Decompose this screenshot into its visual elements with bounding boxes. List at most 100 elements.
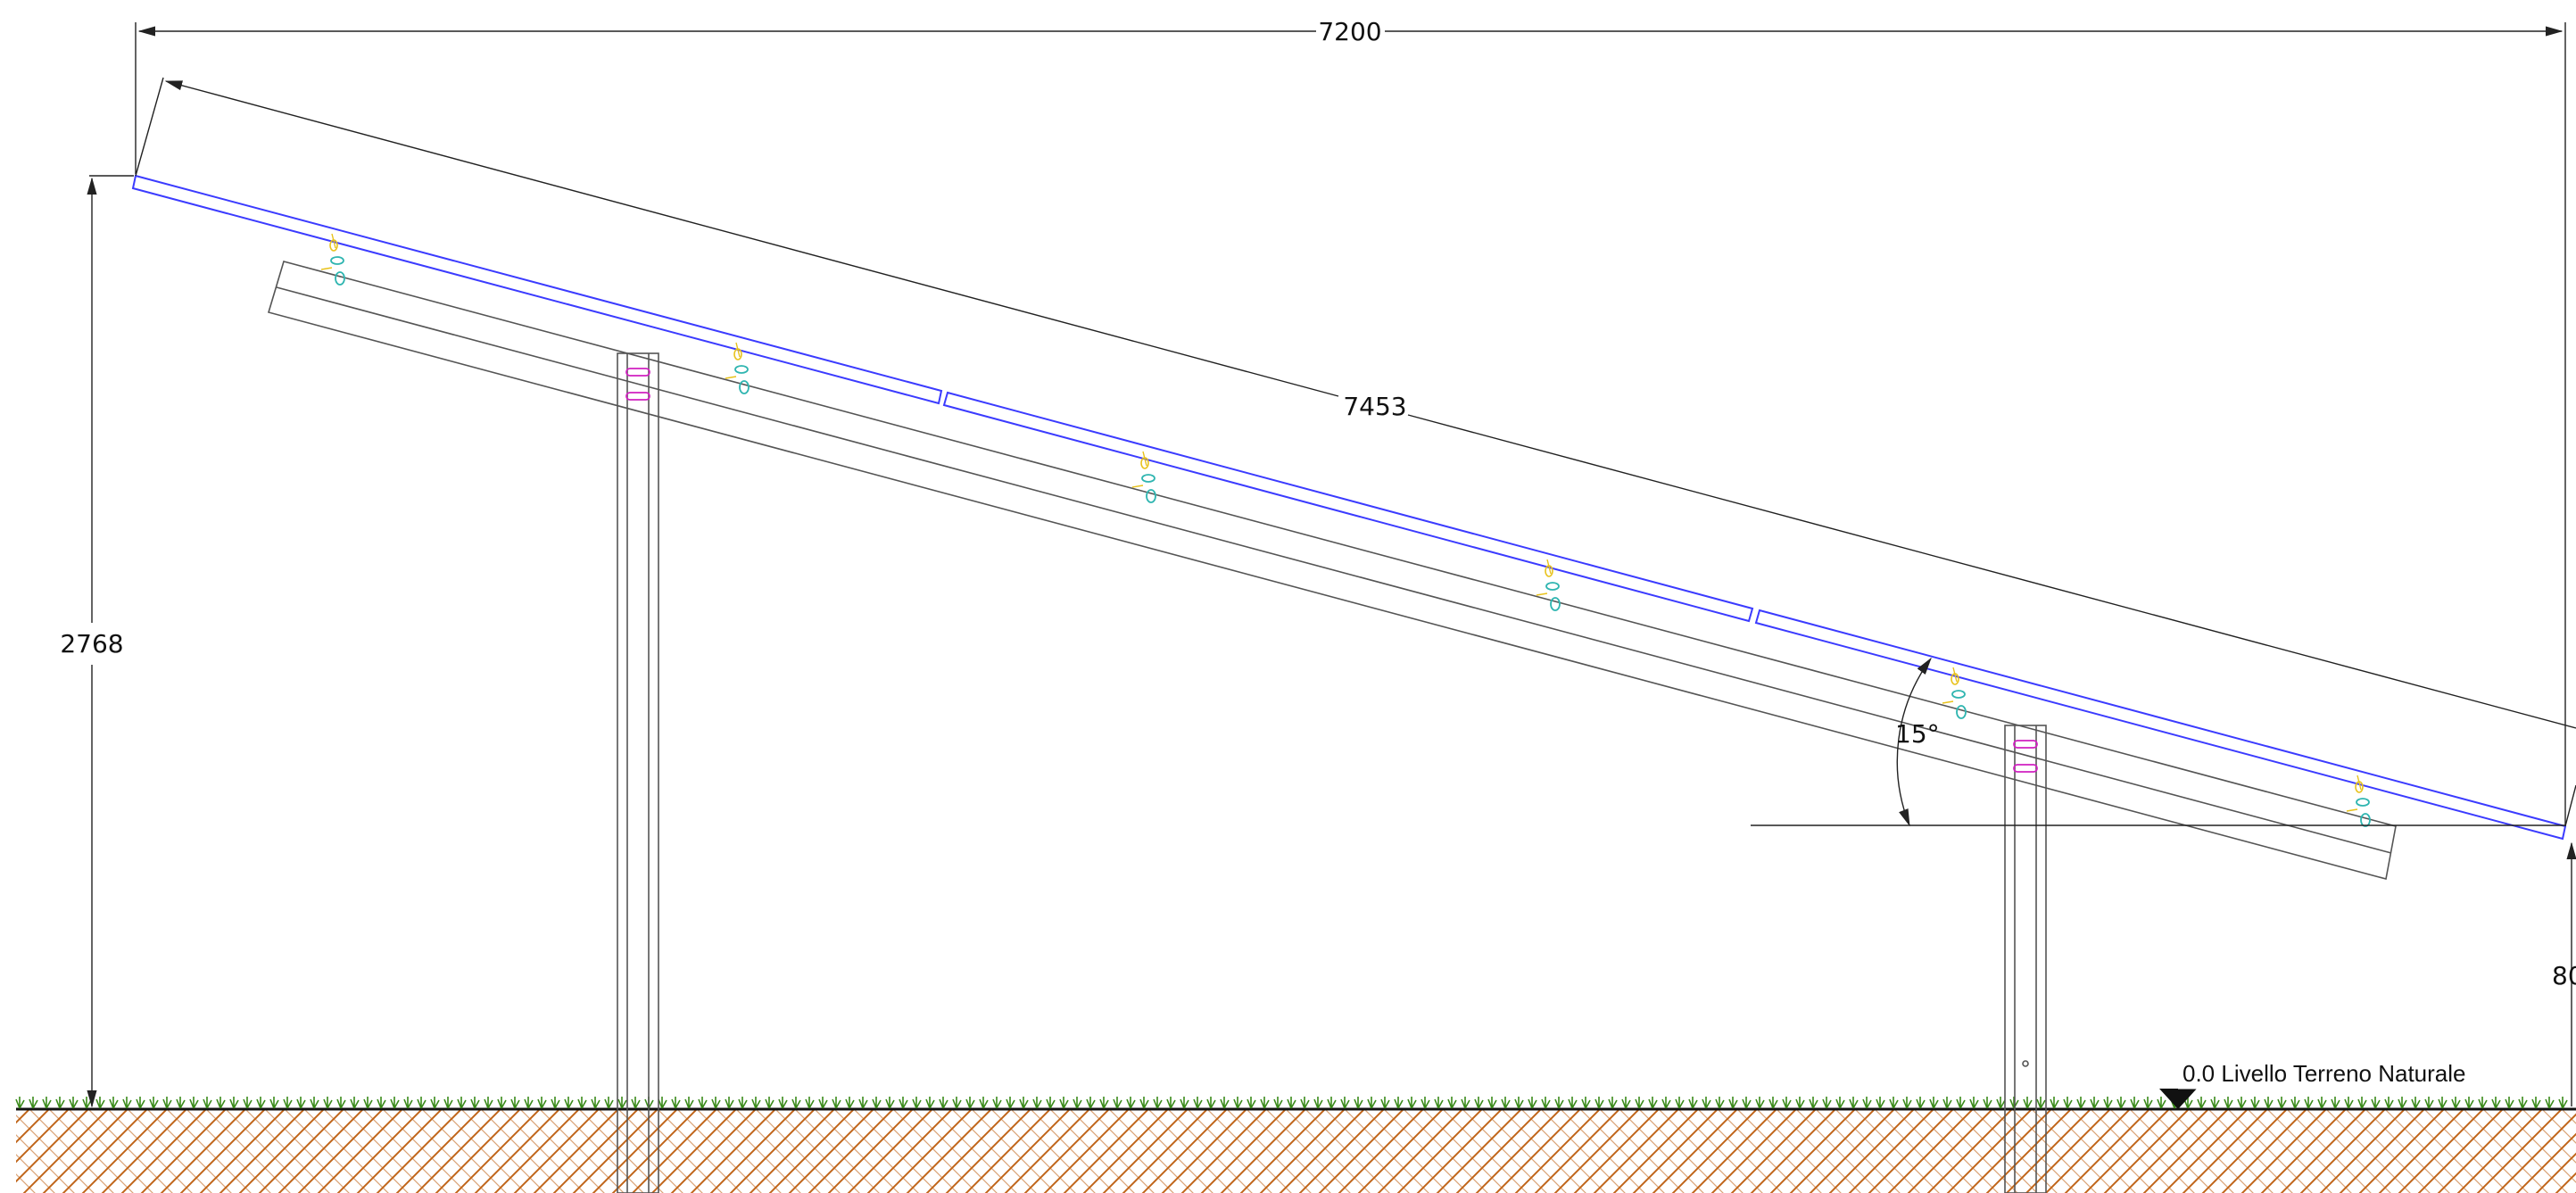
grass-tuft <box>1528 1097 1537 1109</box>
grass-tuft <box>1313 1097 1323 1109</box>
grass-tuft <box>1621 1097 1631 1109</box>
grass-tuft <box>1300 1097 1310 1109</box>
tilt-angle-indicator <box>1751 657 2565 827</box>
grass-tuft <box>952 1097 962 1109</box>
dimension-height-min-label: 80 <box>2552 961 2576 990</box>
grass-tuft <box>1247 1097 1256 1109</box>
grass-tuft <box>470 1097 480 1109</box>
grass-tuft <box>1354 1097 1363 1109</box>
grass-tuft <box>229 1097 239 1109</box>
grass-tuft <box>925 1097 935 1109</box>
grass-tuft <box>1755 1097 1765 1109</box>
grass-tuft <box>1916 1097 1926 1109</box>
dimension-width-label: 7200 <box>1318 17 1381 46</box>
grass-tuft <box>1635 1097 1644 1109</box>
grass-tuft <box>658 1097 667 1109</box>
grass-tuft <box>1969 1097 1979 1109</box>
grass-tuft <box>350 1097 360 1109</box>
dimension-width-total <box>135 22 2566 825</box>
grass-tuft <box>2478 1097 2488 1109</box>
clamp-bolt <box>1942 667 1967 719</box>
grass-tuft <box>2264 1097 2274 1109</box>
grass-tuft <box>1126 1097 1136 1109</box>
grass-tuft <box>1554 1097 1564 1109</box>
grass-tuft <box>2424 1097 2434 1109</box>
clamp-bolt <box>320 233 345 286</box>
grass-tuft <box>1648 1097 1658 1109</box>
grass-tuft <box>1113 1097 1122 1109</box>
grass-tuft <box>136 1097 145 1109</box>
grass-tuft <box>1568 1097 1578 1109</box>
grass-tuft <box>2317 1097 2327 1109</box>
grass-tuft <box>323 1097 333 1109</box>
grass-tuft <box>1273 1097 1283 1109</box>
grass-tuft <box>95 1097 105 1109</box>
main-beam <box>267 261 2397 880</box>
grass-tuft <box>2277 1097 2287 1109</box>
grass-tuft <box>2290 1097 2300 1109</box>
front-post <box>617 352 659 1193</box>
grass-tuft <box>845 1097 855 1109</box>
grass-tuft <box>899 1097 908 1109</box>
grass-tuft <box>1327 1097 1337 1109</box>
grass-tuft <box>1340 1097 1350 1109</box>
post-slots <box>625 368 2038 773</box>
grass-tuft <box>256 1097 266 1109</box>
grass-tuft <box>992 1097 1002 1109</box>
grass-tuft <box>778 1097 788 1109</box>
grass-tuft <box>1006 1097 1015 1109</box>
grass-tuft <box>1046 1097 1056 1109</box>
pv-panel-1 <box>131 174 943 405</box>
grass-tuft <box>363 1097 373 1109</box>
grass-tuft <box>751 1097 761 1109</box>
grass-tuft <box>2451 1097 2461 1109</box>
clamp-bolt <box>2346 775 2371 827</box>
grass-tuft <box>1688 1097 1698 1109</box>
grass-tuft <box>109 1097 119 1109</box>
grass-tuft <box>1675 1097 1685 1109</box>
grass-tuft <box>1742 1097 1752 1109</box>
grass-tuft <box>1220 1097 1230 1109</box>
grass-tuft <box>1206 1097 1216 1109</box>
grass-tuft <box>765 1097 774 1109</box>
grass-tuft <box>1768 1097 1778 1109</box>
clamp-bolt <box>725 342 750 394</box>
grass-tuft <box>1059 1097 1069 1109</box>
pv-panel-3 <box>1754 609 2567 841</box>
grass-tuft <box>2331 1097 2340 1109</box>
grass-tuft <box>725 1097 734 1109</box>
grass-tuft <box>551 1097 560 1109</box>
grass-tuft <box>310 1097 319 1109</box>
grass-tuft <box>858 1097 868 1109</box>
grass-tuft <box>1086 1097 1096 1109</box>
tilt-angle-label: 15° <box>1895 719 1940 749</box>
grass-tuft <box>1287 1097 1296 1109</box>
grass-tuft <box>1019 1097 1029 1109</box>
grass-tuft <box>1541 1097 1551 1109</box>
grass-tuft <box>1193 1097 1203 1109</box>
grass-tuft <box>1715 1097 1725 1109</box>
grass-tuft <box>336 1097 346 1109</box>
grass-tuft <box>1032 1097 1042 1109</box>
grass-tuft <box>1795 1097 1805 1109</box>
grass-tuft <box>1380 1097 1390 1109</box>
grass-tuft <box>1501 1097 1511 1109</box>
grass-tuft <box>1367 1097 1377 1109</box>
grass-tuft <box>2157 1097 2166 1109</box>
grass-tuft <box>2398 1097 2407 1109</box>
grass-tuft <box>1702 1097 1711 1109</box>
grass-tuft <box>1728 1097 1738 1109</box>
grass-tuft <box>69 1097 79 1109</box>
grass-tuft <box>631 1097 641 1109</box>
grass-tuft <box>443 1097 453 1109</box>
pv-panels <box>131 174 2567 841</box>
grass-tuft <box>711 1097 721 1109</box>
grass-tuft <box>2344 1097 2354 1109</box>
grass-tuft <box>189 1097 199 1109</box>
grass-tuft <box>1594 1097 1604 1109</box>
dimension-height-max <box>87 175 134 1108</box>
grass-tuft <box>2076 1097 2086 1109</box>
panel-clamps <box>320 233 2371 827</box>
grass-tuft <box>1782 1097 1792 1109</box>
